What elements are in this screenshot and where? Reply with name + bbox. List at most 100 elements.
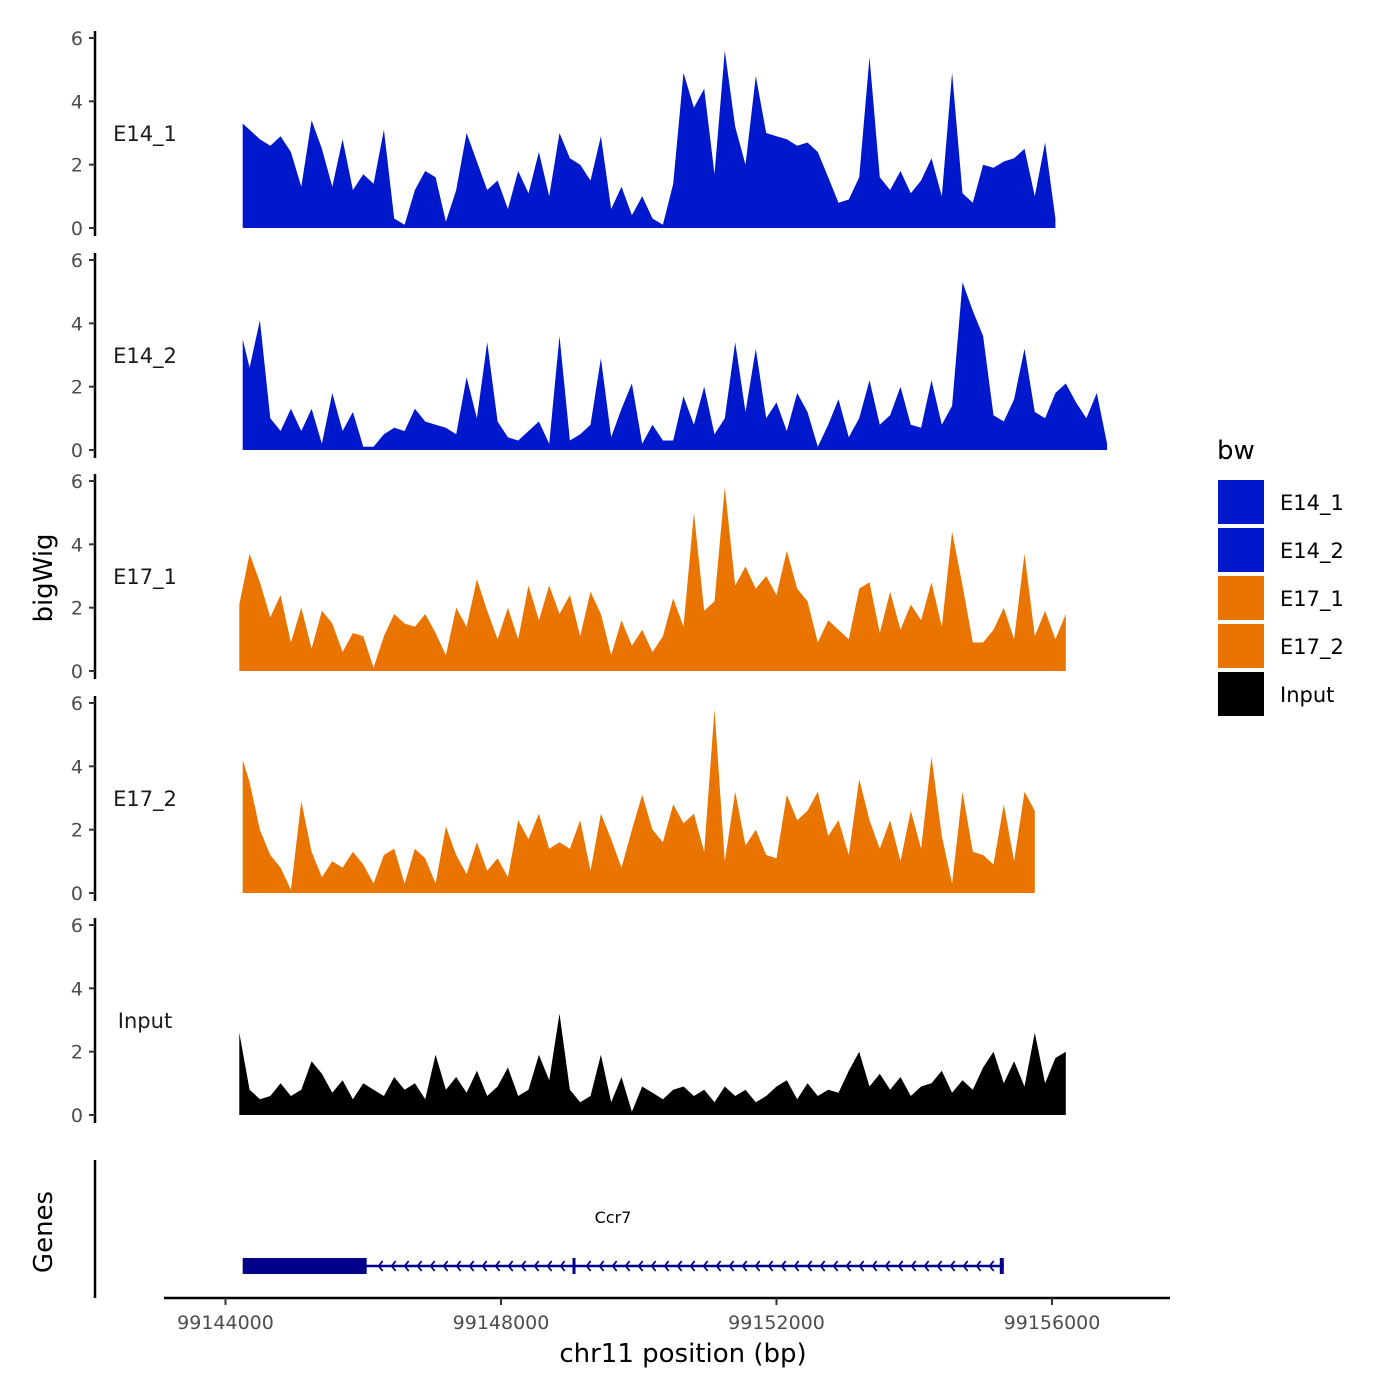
gene-strand-arrow [455, 1260, 462, 1272]
legend-label-e17-2: E17_2 [1280, 635, 1344, 660]
gene-strand-arrow [832, 1260, 839, 1272]
track-e14-1-area [242, 50, 1056, 229]
gene-strand-arrow [520, 1260, 527, 1272]
legend-title: bw [1217, 436, 1255, 466]
gene-strand-arrow [442, 1260, 449, 1272]
gene-strand-arrow [728, 1260, 735, 1272]
track-e14-1-y-tick-label-2: 2 [71, 155, 83, 177]
gene-strand-arrow [767, 1260, 774, 1272]
track-e17-2-y-tick-label-2: 2 [71, 820, 83, 842]
gene-strand-arrow [650, 1260, 657, 1272]
track-label-e17-1: E17_1 [113, 565, 177, 590]
track-e14-2-area [242, 282, 1108, 450]
legend-swatch-e17-1 [1218, 576, 1264, 620]
gene-strand-arrow [702, 1260, 709, 1272]
track-input-y-tick-label-4: 4 [71, 978, 83, 1000]
track-label-input: Input [118, 1009, 172, 1033]
legend-swatch-e17-2 [1218, 624, 1264, 668]
track-e17-1-y-tick-label-2: 2 [71, 598, 83, 620]
gene-strand-arrow [754, 1260, 761, 1272]
gene-strand-arrow [585, 1260, 592, 1272]
gene-strand-arrow [936, 1260, 943, 1272]
legend-label-e14-1: E14_1 [1280, 491, 1344, 516]
gene-strand-arrow [507, 1260, 514, 1272]
gene-strand-arrow [689, 1260, 696, 1272]
track-e17-2-y-tick-label-6: 6 [71, 693, 83, 715]
legend: bw E14_1 E14_2 E17_1 E17_2 Input [1217, 436, 1344, 716]
gene-strand-arrow [884, 1260, 891, 1272]
gene-strand-arrow [546, 1260, 553, 1272]
gene-strand-arrow [663, 1260, 670, 1272]
track-e17-1-y-tick-label-0: 0 [71, 661, 83, 683]
x-tick-label-99156000: 99156000 [1004, 1312, 1101, 1334]
track-e14-2-y-tick-label-4: 4 [71, 313, 83, 335]
legend-swatch-e14-2 [1218, 528, 1264, 572]
gene-strand-arrow [481, 1260, 488, 1272]
gene-strand-arrow [819, 1260, 826, 1272]
legend-label-e17-1: E17_1 [1280, 587, 1344, 612]
track-input-area [239, 1013, 1066, 1115]
track-label-e14-1: E14_1 [113, 122, 177, 147]
x-tick-label-99144000: 99144000 [177, 1312, 274, 1334]
track-e14-2-y-tick-label-6: 6 [71, 250, 83, 272]
gene-strand-arrow [962, 1260, 969, 1272]
gene-strand-arrow [975, 1260, 982, 1272]
y-axis-title: bigWig [29, 533, 59, 622]
gene-strand-arrow [611, 1260, 618, 1272]
track-e14-1-y-tick-label-0: 0 [71, 218, 83, 240]
gene-strand-arrow [403, 1260, 410, 1272]
track-e17-2-y-tick-label-0: 0 [71, 883, 83, 905]
gene-strand-arrow [416, 1260, 423, 1272]
gene-strand-arrow [559, 1260, 566, 1272]
gene-strand-arrow [858, 1260, 865, 1272]
gene-strand-arrow [780, 1260, 787, 1272]
gene-strand-arrow [468, 1260, 475, 1272]
gene-strand-arrow [845, 1260, 852, 1272]
gene-strand-arrow [806, 1260, 813, 1272]
track-input-y-tick-label-0: 0 [71, 1105, 83, 1127]
gene-strand-arrow [637, 1260, 644, 1272]
x-tick-label-99148000: 99148000 [453, 1312, 550, 1334]
gene-strand-arrow [910, 1260, 917, 1272]
gene-strand-arrow [923, 1260, 930, 1272]
legend-swatch-input [1218, 672, 1264, 716]
track-input-y-tick-label-6: 6 [71, 915, 83, 937]
x-axis: 99144000 99148000 99152000 99156000 [164, 1296, 1170, 1334]
gene-strand-arrow [624, 1260, 631, 1272]
gene-strand-arrow [429, 1260, 436, 1272]
track-e17-2-y-tick-label-4: 4 [71, 756, 83, 778]
track-e14-1-y-tick-label-6: 6 [71, 28, 83, 50]
gene-strand-arrow [494, 1260, 501, 1272]
legend-label-e14-2: E14_2 [1280, 539, 1344, 564]
track-input-y-tick-label-2: 2 [71, 1042, 83, 1064]
track-e17-2-area [242, 709, 1035, 893]
track-e14-2-y-tick-label-0: 0 [71, 440, 83, 462]
gene-strand-arrow [715, 1260, 722, 1272]
track-e17-1-y-tick-label-4: 4 [71, 534, 83, 556]
track-e14-2-y-tick-label-2: 2 [71, 377, 83, 399]
gene-strand-arrow [988, 1260, 995, 1272]
track-label-e14-2: E14_2 [113, 344, 177, 369]
gene-panel: Ccr7 [93, 1160, 1004, 1298]
tracks-layer: 0 2 4 6 E14_1 0 2 4 6 E14_2 0 2 4 6 E17_1 0 2 4 6 E17_2 0 2 4 6… [71, 28, 1108, 1127]
track-e17-1-area [239, 487, 1066, 671]
gene-strand-arrow [598, 1260, 605, 1272]
gene-strand-arrow [949, 1260, 956, 1272]
gene-strand-arrow [390, 1260, 397, 1272]
legend-label-input: Input [1280, 683, 1334, 707]
genes-axis-title: Genes [29, 1191, 59, 1273]
gene-strand-arrow [871, 1260, 878, 1272]
gene-exon-block [242, 1258, 367, 1274]
track-label-e17-2: E17_2 [113, 787, 177, 812]
track-e17-1-y-tick-label-6: 6 [71, 471, 83, 493]
gene-strand-arrow [793, 1260, 800, 1272]
legend-swatch-e14-1 [1218, 480, 1264, 524]
gene-strand-arrow [533, 1260, 540, 1272]
gene-name-label: Ccr7 [595, 1208, 632, 1227]
x-tick-label-99152000: 99152000 [728, 1312, 825, 1334]
gene-strand-arrow [741, 1260, 748, 1272]
track-e14-1-y-tick-label-4: 4 [71, 91, 83, 113]
gene-strand-arrow [897, 1260, 904, 1272]
gene-strand-arrow [676, 1260, 683, 1272]
